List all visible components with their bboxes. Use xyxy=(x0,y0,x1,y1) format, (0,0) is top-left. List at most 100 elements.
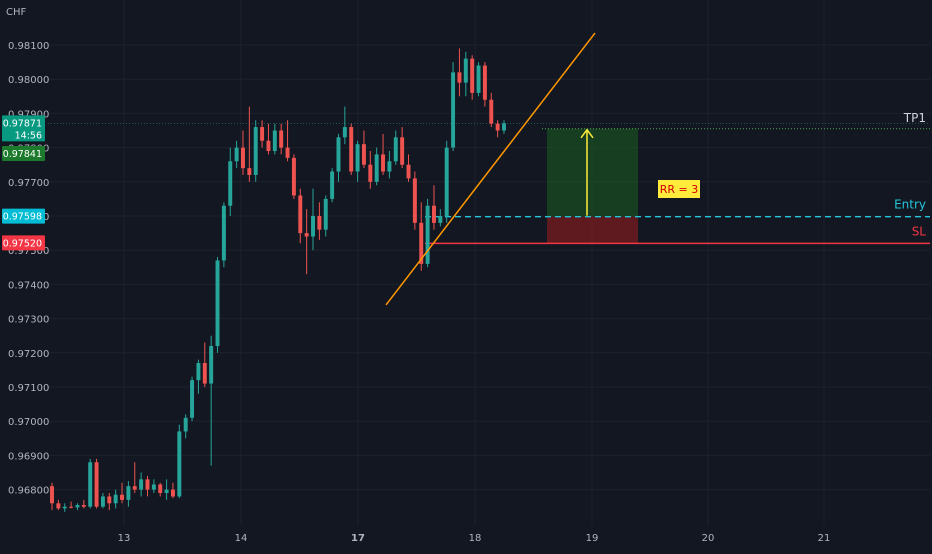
candle-body xyxy=(495,123,500,131)
y-tick-label: 0.96800 xyxy=(8,486,49,497)
y-tick-label: 0.97700 xyxy=(8,178,49,189)
candle xyxy=(279,123,284,155)
candle xyxy=(291,154,296,199)
candle xyxy=(69,501,74,509)
trendline-group[interactable] xyxy=(385,32,596,306)
candle xyxy=(151,479,156,494)
candle xyxy=(495,120,500,138)
y-tick-label: 0.98000 xyxy=(8,75,49,86)
candle xyxy=(164,479,169,500)
candle-body xyxy=(94,462,99,507)
candle xyxy=(62,503,67,512)
candle-body xyxy=(298,195,303,234)
x-tick-label: 17 xyxy=(351,533,365,544)
candle xyxy=(221,202,226,268)
candle xyxy=(190,376,195,422)
candle xyxy=(400,127,405,169)
candle-body xyxy=(266,140,271,152)
candle-body xyxy=(368,164,373,182)
y-tick-label: 0.98100 xyxy=(8,41,49,52)
current-price-badge-text: 0.97871 xyxy=(3,118,42,129)
trendline[interactable] xyxy=(385,32,596,306)
candle xyxy=(323,195,328,237)
candle xyxy=(285,120,290,162)
candle-body xyxy=(247,168,252,175)
candle xyxy=(215,257,220,353)
rr-label[interactable]: RR = 3 xyxy=(658,180,700,198)
annotations[interactable]: RR = 3 TP1 Entry SL xyxy=(580,111,927,239)
sl-price-badge-text: 0.97520 xyxy=(3,238,42,249)
candle xyxy=(177,424,182,499)
candle-body xyxy=(126,486,131,500)
candle xyxy=(368,151,373,189)
candle-body xyxy=(62,506,67,509)
candle xyxy=(253,120,258,182)
candle xyxy=(304,209,309,275)
position-zones[interactable] xyxy=(547,128,638,244)
candle xyxy=(476,62,481,97)
candle-body xyxy=(317,216,322,230)
y-tick-label: 0.97300 xyxy=(8,315,49,326)
candle-body xyxy=(330,171,335,199)
candle-body xyxy=(228,161,233,206)
candle-body xyxy=(202,363,207,384)
candle-body xyxy=(355,144,360,172)
candle-body xyxy=(387,161,392,172)
candle xyxy=(457,48,462,97)
take-profit-zone[interactable] xyxy=(547,128,638,217)
stop-loss-zone[interactable] xyxy=(547,216,638,244)
candle-body xyxy=(132,486,137,490)
candle-body xyxy=(470,58,475,93)
x-tick-label: 19 xyxy=(586,533,599,544)
candle-body xyxy=(400,137,405,165)
candle-body xyxy=(145,479,150,490)
candle-body xyxy=(374,154,379,182)
sl-label: SL xyxy=(912,224,927,238)
candle xyxy=(170,482,175,499)
rr-label-text: RR = 3 xyxy=(660,183,699,196)
candle xyxy=(158,482,163,497)
candle xyxy=(482,62,487,107)
candle xyxy=(107,493,112,511)
candle xyxy=(183,414,188,439)
candle-body xyxy=(279,130,284,148)
y-tick-label: 0.97000 xyxy=(8,417,49,428)
current-price-badge-text: 14:56 xyxy=(15,130,42,141)
candle xyxy=(234,140,239,169)
candle xyxy=(228,147,233,216)
time-axis[interactable]: 13 14 17 18 19 20 21 xyxy=(118,533,831,544)
green-level-badge-text: 0.97841 xyxy=(3,149,42,160)
candle xyxy=(470,55,475,100)
candle xyxy=(438,209,443,227)
candle-body xyxy=(221,205,226,261)
x-tick-label: 21 xyxy=(818,533,831,544)
candle-body xyxy=(260,127,265,141)
current-price-badge-bg xyxy=(2,115,45,142)
candle xyxy=(317,202,322,240)
price-axis[interactable]: CHF 0.981000.980000.979000.978000.977000… xyxy=(6,7,49,497)
rr-label-background xyxy=(658,180,700,198)
candle xyxy=(202,342,207,387)
entry-price-badge-bg xyxy=(2,208,45,224)
candle-body xyxy=(444,147,449,216)
candle-body xyxy=(107,496,112,504)
candle-body xyxy=(489,99,494,124)
candle xyxy=(361,130,366,169)
y-tick-label: 0.97900 xyxy=(8,109,49,120)
level-lines[interactable] xyxy=(48,123,930,245)
candle-body xyxy=(406,164,411,179)
candle xyxy=(94,458,99,509)
arrow-head-icon xyxy=(580,128,594,139)
candle-body xyxy=(113,494,118,504)
candle-body xyxy=(381,154,386,172)
candle xyxy=(209,335,214,466)
candle xyxy=(272,123,277,155)
candle-body xyxy=(177,431,182,497)
candle-body xyxy=(502,123,506,131)
candle-body xyxy=(215,260,220,346)
candle xyxy=(330,168,335,203)
candle-body xyxy=(69,506,74,508)
candle-body xyxy=(463,58,468,83)
